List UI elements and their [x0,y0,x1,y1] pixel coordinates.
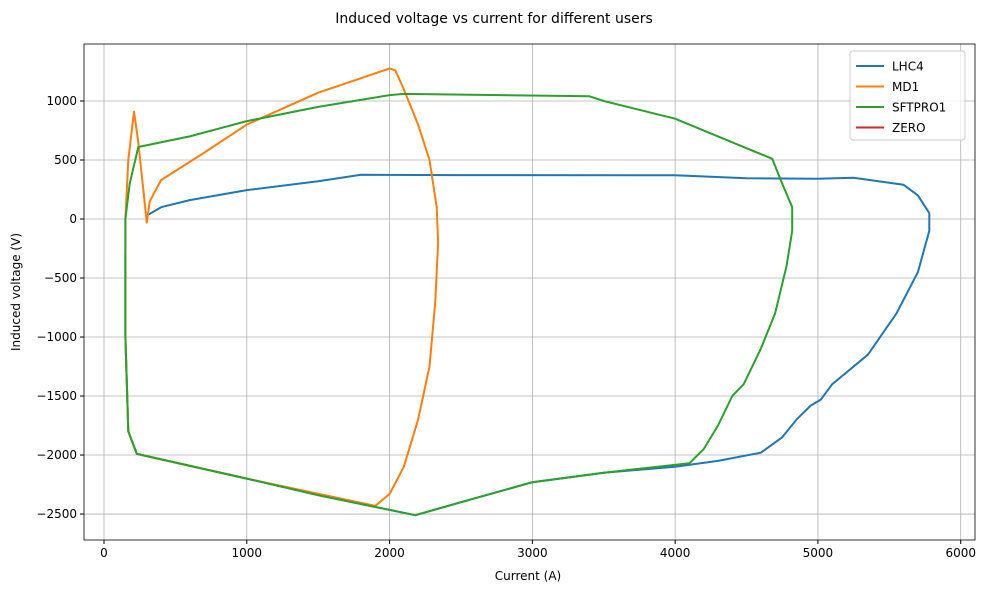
series-line-lhc4 [124,173,931,517]
y-tick-label: 500 [54,153,77,167]
y-tick-label: −500 [44,271,77,285]
legend: LHC4 MD1 SFTPRO1 ZERO [849,50,966,141]
y-tick-label: −1000 [36,330,77,344]
plot-frame [83,43,976,541]
y-tick-label: −2000 [36,448,77,462]
y-tick-label: 1000 [46,94,77,108]
y-tick-label: 0 [69,212,77,226]
x-tick-label: 4000 [660,546,691,560]
y-tick-label: −1500 [36,389,77,403]
x-axis-label: Current (A) [495,569,561,583]
series-line-sftpro1 [124,92,794,517]
x-tick-label: 6000 [945,546,976,560]
y-tick-label: −2500 [36,507,77,521]
y-axis-label: Induced voltage (V) [9,233,23,351]
legend-label: SFTPRO1 [892,101,946,115]
legend-label: ZERO [892,121,926,135]
x-tick-label: 2000 [374,546,405,560]
legend-label: MD1 [892,80,919,94]
legend-label: LHC4 [892,60,924,74]
chart-title: Induced voltage vs current for different… [335,11,653,27]
series-line-md1 [124,67,440,507]
legend-box [849,50,966,141]
x-tick-label: 1000 [232,546,263,560]
x-tick-label: 5000 [803,546,834,560]
x-tick-label: 3000 [517,546,548,560]
x-tick-label: 0 [100,546,108,560]
